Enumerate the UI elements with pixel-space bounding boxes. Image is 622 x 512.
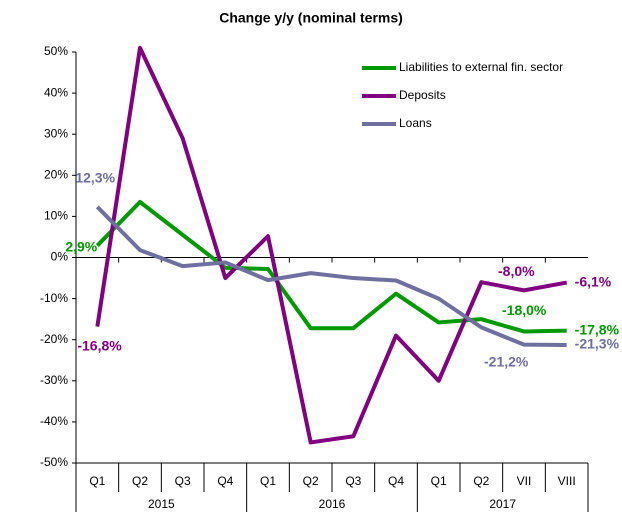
y-tick-label: 30% <box>44 126 68 140</box>
y-tick-label: 20% <box>44 167 68 181</box>
y-tick-label: -40% <box>40 414 68 428</box>
x-tick-label: Q2 <box>303 474 319 488</box>
y-tick-label: 10% <box>44 209 68 223</box>
y-tick-label: 40% <box>44 85 68 99</box>
x-tick-label: Q1 <box>260 474 276 488</box>
legend-label: Liabilities to external fin. sector <box>399 60 563 74</box>
y-tick-label: -20% <box>40 332 68 346</box>
series-line <box>95 200 567 334</box>
group-label: 2016 <box>319 497 346 511</box>
data-label: -8,0% <box>498 263 535 279</box>
x-tick-label: Q2 <box>473 474 489 488</box>
data-label: -6,1% <box>575 273 612 289</box>
legend-label: Deposits <box>399 88 446 102</box>
legend-label: Loans <box>399 116 432 130</box>
y-tick-label: -50% <box>40 455 68 469</box>
x-tick-label: VII <box>517 474 532 488</box>
data-label: 12,3% <box>75 170 115 186</box>
data-label: -18,0% <box>502 302 547 318</box>
group-label: 2017 <box>489 497 516 511</box>
y-tick-label: 0% <box>51 250 69 264</box>
x-tick-label: VIII <box>558 474 576 488</box>
x-tick-label: Q3 <box>175 474 191 488</box>
y-tick-label: -10% <box>40 291 68 305</box>
x-tick-label: Q2 <box>132 474 148 488</box>
y-tick-label: -30% <box>40 373 68 387</box>
group-label: 2015 <box>148 497 175 511</box>
data-label: -17,8% <box>575 321 620 337</box>
y-tick-label: 50% <box>44 44 68 58</box>
x-tick-label: Q4 <box>217 474 233 488</box>
data-label: -21,3% <box>575 336 620 352</box>
x-tick-label: Q1 <box>89 474 105 488</box>
series-line <box>95 45 568 445</box>
series-line <box>95 205 567 348</box>
data-label: -21,2% <box>484 353 529 369</box>
chart-title: Change y/y (nominal terms) <box>219 10 403 26</box>
x-tick-label: Q4 <box>388 474 404 488</box>
data-label: 2,9% <box>65 238 97 254</box>
x-tick-label: Q3 <box>345 474 361 488</box>
x-tick-label: Q1 <box>431 474 447 488</box>
data-label: -16,8% <box>77 337 122 353</box>
